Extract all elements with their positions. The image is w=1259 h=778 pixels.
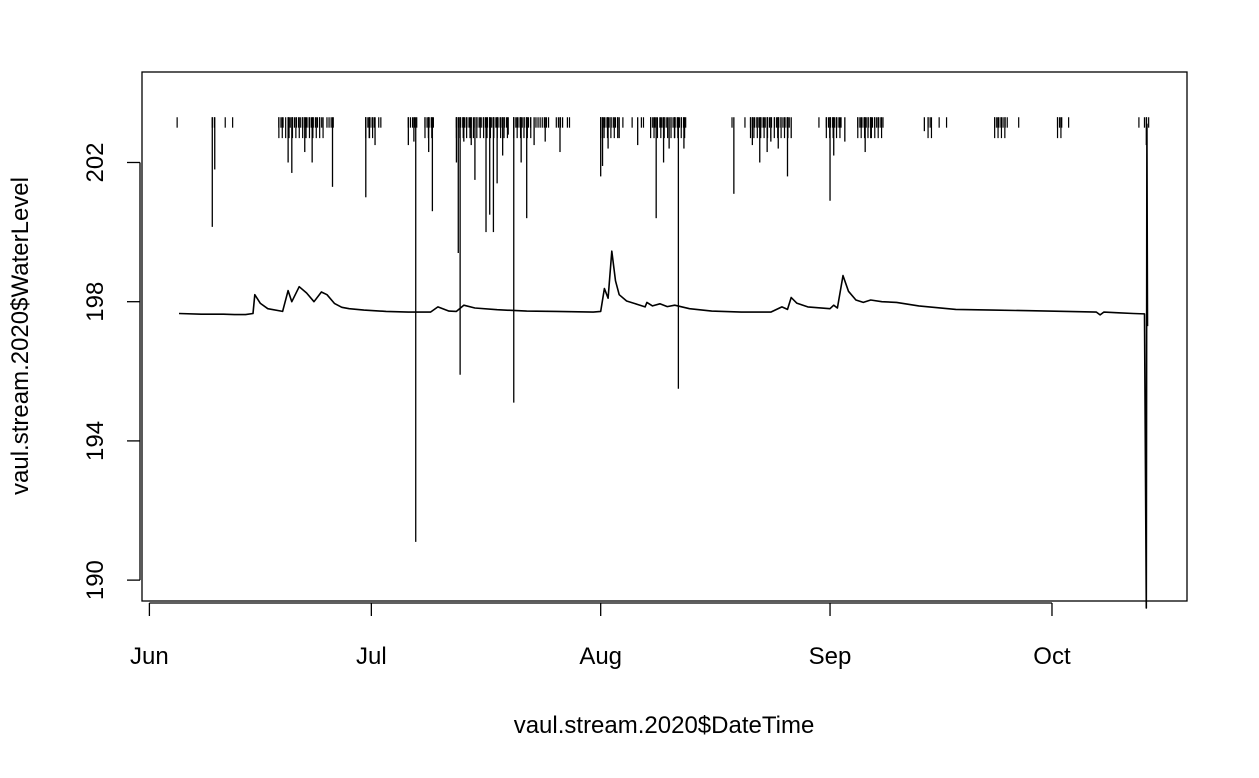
data-layer	[176, 117, 1150, 609]
water-level-line	[178, 123, 1149, 609]
y-tick-label: 198	[82, 282, 109, 322]
x-axis: Jun Jul Aug Sep Oct	[130, 602, 1071, 670]
plot-box	[141, 71, 1188, 602]
x-tick-label: Jul	[356, 643, 387, 670]
y-tick-label: 190	[82, 560, 109, 600]
x-tick-label: Sep	[809, 643, 852, 670]
x-axis-title: vaul.stream.2020$DateTime	[514, 712, 815, 739]
y-tick-label: 202	[82, 142, 109, 182]
x-tick-label: Aug	[579, 643, 622, 670]
x-tick-label: Oct	[1033, 643, 1071, 670]
y-tick-label: 194	[82, 421, 109, 461]
y-axis-title: vaul.stream.2020$WaterLevel	[7, 177, 34, 495]
x-tick-label: Jun	[130, 643, 169, 670]
y-axis: 190 194 198 202	[82, 142, 141, 600]
